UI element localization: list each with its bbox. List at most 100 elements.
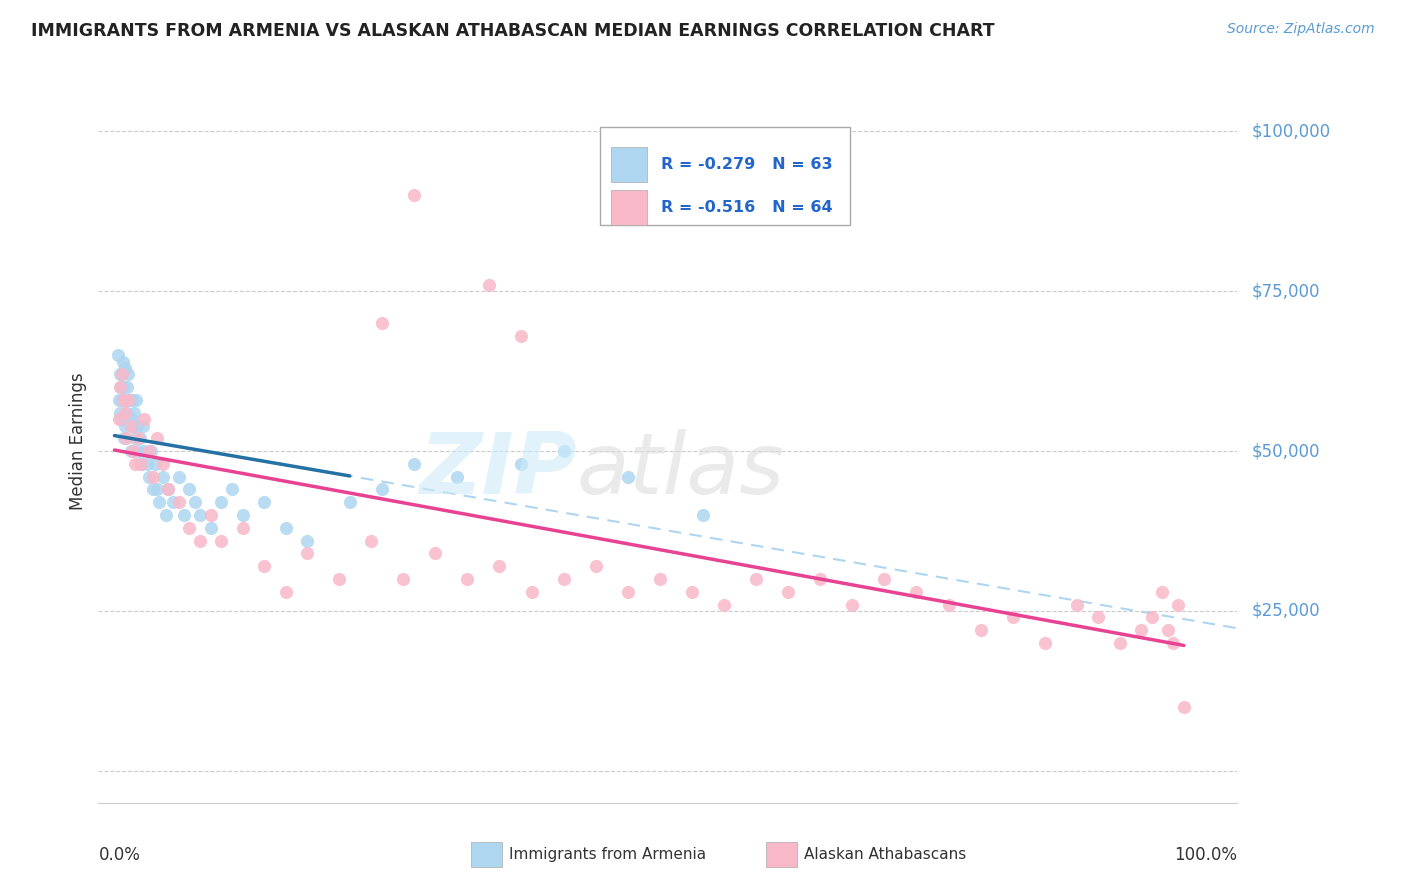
Point — [1066, 598, 1088, 612]
Point — [114, 392, 136, 407]
Point — [156, 483, 179, 497]
Text: $25,000: $25,000 — [1251, 602, 1320, 620]
Point — [553, 444, 575, 458]
Point — [425, 546, 447, 560]
Point — [108, 406, 131, 420]
Point — [121, 418, 143, 433]
Point — [129, 457, 152, 471]
Point — [142, 469, 165, 483]
Text: 0.0%: 0.0% — [98, 847, 141, 864]
Point — [221, 483, 243, 497]
Text: ZIP: ZIP — [419, 429, 576, 512]
Point — [392, 572, 415, 586]
Point — [107, 348, 129, 362]
Text: R = -0.516   N = 64: R = -0.516 N = 64 — [661, 200, 832, 215]
Point — [509, 329, 531, 343]
Point — [616, 584, 638, 599]
Point — [117, 406, 139, 420]
Point — [108, 380, 131, 394]
Point — [139, 444, 162, 458]
Point — [274, 584, 297, 599]
Point — [120, 412, 142, 426]
Point — [371, 483, 394, 497]
Point — [152, 469, 174, 483]
Point — [360, 533, 382, 548]
Point — [138, 469, 160, 483]
Point — [114, 361, 136, 376]
Point — [188, 533, 211, 548]
Point — [371, 316, 394, 330]
Point — [478, 277, 501, 292]
Point — [143, 457, 166, 471]
Point — [713, 598, 735, 612]
Text: $75,000: $75,000 — [1251, 282, 1320, 301]
Point — [121, 392, 143, 407]
Point — [115, 431, 138, 445]
Point — [402, 457, 425, 471]
Y-axis label: Median Earnings: Median Earnings — [69, 373, 87, 510]
Text: Source: ZipAtlas.com: Source: ZipAtlas.com — [1227, 22, 1375, 37]
Text: Alaskan Athabascans: Alaskan Athabascans — [804, 847, 966, 862]
Point — [520, 584, 543, 599]
Text: atlas: atlas — [576, 429, 785, 512]
Point — [112, 431, 135, 445]
Point — [295, 546, 318, 560]
Point — [873, 572, 896, 586]
Point — [110, 380, 132, 394]
Text: 100.0%: 100.0% — [1174, 847, 1237, 864]
Point — [127, 431, 149, 445]
Point — [509, 457, 531, 471]
Point — [108, 368, 131, 382]
Text: $100,000: $100,000 — [1251, 122, 1330, 140]
Point — [808, 572, 831, 586]
Point — [117, 380, 139, 394]
Point — [167, 469, 190, 483]
Point — [127, 444, 149, 458]
Point — [114, 418, 136, 433]
Point — [253, 559, 276, 574]
Point — [134, 412, 156, 426]
Point — [111, 354, 134, 368]
Point — [1167, 598, 1189, 612]
Point — [146, 431, 169, 445]
Point — [156, 483, 179, 497]
Point — [209, 495, 232, 509]
Point — [111, 368, 134, 382]
Point — [1140, 610, 1163, 624]
Text: R = -0.279   N = 63: R = -0.279 N = 63 — [661, 157, 832, 172]
Point — [969, 623, 991, 637]
Point — [616, 469, 638, 483]
Point — [253, 495, 276, 509]
Point — [200, 508, 222, 522]
Point — [110, 412, 132, 426]
Point — [1161, 636, 1184, 650]
Point — [162, 495, 184, 509]
Point — [1033, 636, 1056, 650]
Point — [124, 431, 146, 445]
Point — [132, 418, 155, 433]
Point — [122, 406, 145, 420]
Point — [1108, 636, 1130, 650]
Point — [200, 521, 222, 535]
Point — [124, 457, 146, 471]
Point — [745, 572, 768, 586]
Point — [232, 508, 254, 522]
Point — [1173, 699, 1195, 714]
Point — [179, 521, 201, 535]
Point — [209, 533, 232, 548]
Point — [112, 412, 135, 426]
Point — [1130, 623, 1153, 637]
Point — [328, 572, 350, 586]
Text: IMMIGRANTS FROM ARMENIA VS ALASKAN ATHABASCAN MEDIAN EARNINGS CORRELATION CHART: IMMIGRANTS FROM ARMENIA VS ALASKAN ATHAB… — [31, 22, 994, 40]
Point — [120, 418, 142, 433]
Point — [585, 559, 607, 574]
Point — [121, 444, 143, 458]
Point — [111, 368, 134, 382]
Point — [155, 508, 177, 522]
FancyBboxPatch shape — [612, 190, 647, 225]
Point — [148, 495, 170, 509]
Point — [553, 572, 575, 586]
Point — [135, 457, 157, 471]
Point — [183, 495, 205, 509]
Point — [295, 533, 318, 548]
